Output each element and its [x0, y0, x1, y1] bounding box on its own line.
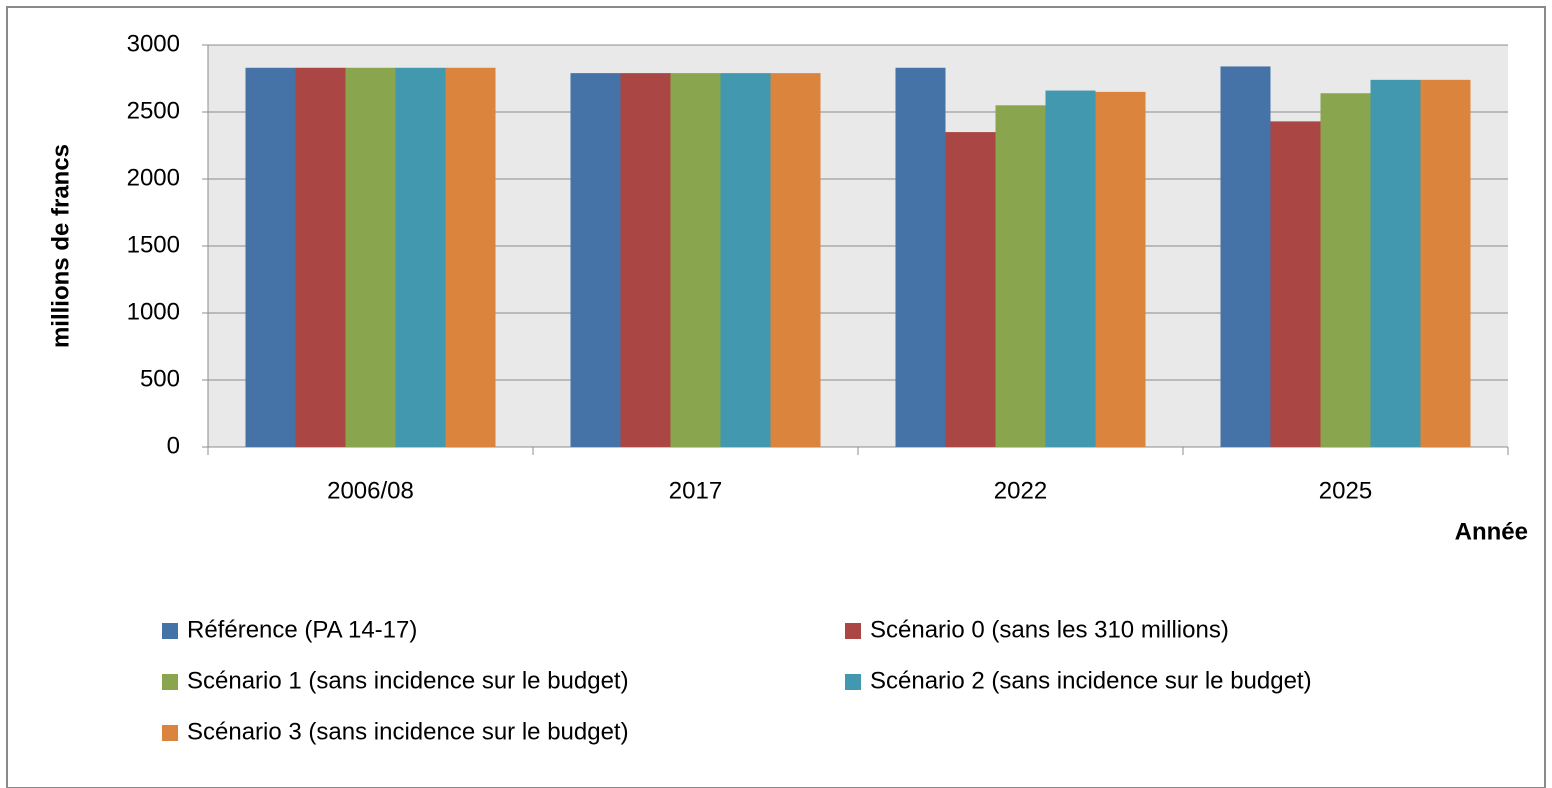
legend-label: Scénario 0 (sans les 310 millions): [870, 616, 1229, 643]
bar: [895, 67, 946, 447]
legend-swatch: [162, 623, 178, 639]
legend-swatch: [162, 674, 178, 690]
x-axis-title: Année: [1455, 518, 1528, 545]
bar: [770, 73, 821, 447]
y-tick-label: 2000: [127, 164, 180, 191]
x-tick-label: 2017: [669, 477, 722, 504]
bar: [1045, 90, 1096, 447]
bar: [1220, 66, 1271, 447]
bar: [995, 105, 1046, 448]
bar: [1270, 121, 1321, 447]
legend-swatch: [845, 623, 861, 639]
y-tick-label: 1000: [127, 298, 180, 325]
bar: [670, 73, 721, 447]
bar: [945, 132, 996, 447]
x-tick-label: 2006/08: [327, 477, 414, 504]
bar: [1420, 79, 1471, 447]
bar: [570, 73, 621, 447]
bar: [1370, 79, 1421, 447]
legend-label: Scénario 1 (sans incidence sur le budget…: [187, 667, 629, 694]
y-axis-title: millions de francs: [47, 144, 74, 348]
bar: [395, 67, 446, 447]
legend-label: Référence (PA 14-17): [187, 616, 417, 643]
bar: [345, 67, 396, 447]
legend-swatch: [162, 725, 178, 741]
y-tick-label: 3000: [127, 30, 180, 57]
y-tick-label: 1500: [127, 231, 180, 258]
legend-label: Scénario 3 (sans incidence sur le budget…: [187, 718, 629, 745]
bar: [445, 67, 496, 447]
bar: [1320, 93, 1371, 448]
x-tick-label: 2025: [1319, 477, 1372, 504]
bar: [720, 73, 771, 447]
y-tick-label: 2500: [127, 97, 180, 124]
y-tick-label: 500: [140, 365, 180, 392]
bar: [245, 67, 296, 447]
legend-swatch: [845, 674, 861, 690]
y-tick-label: 0: [167, 432, 180, 459]
bar: [620, 73, 671, 447]
x-tick-label: 2022: [994, 477, 1047, 504]
legend-label: Scénario 2 (sans incidence sur le budget…: [870, 667, 1312, 694]
bar: [1095, 91, 1146, 448]
bar: [295, 67, 346, 447]
